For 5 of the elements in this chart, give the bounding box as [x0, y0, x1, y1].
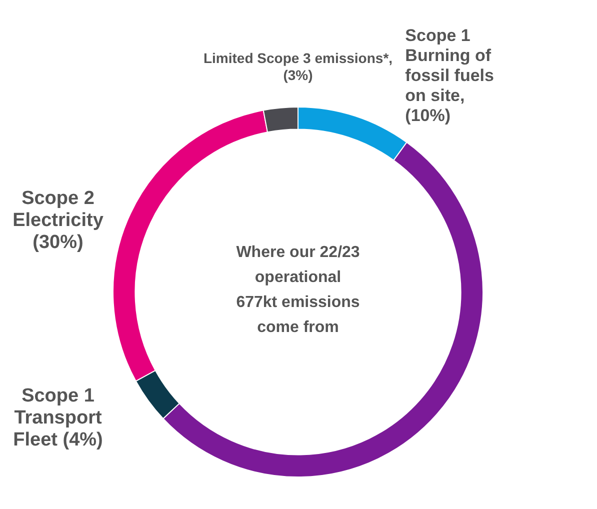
slice-label: Scope 1 Burning of fossil fuels on site, (10%) — [405, 26, 494, 126]
slice-label: Scope 2 Electricity (30%) — [12, 188, 104, 253]
slice-label: Scope 1 Transport Fleet (4%) — [13, 386, 103, 451]
text: Where our 22/23 operational 677kt emissions come from — [236, 244, 360, 336]
slice-label: Limited Scope 3 emissions*, (3%) — [203, 50, 393, 83]
